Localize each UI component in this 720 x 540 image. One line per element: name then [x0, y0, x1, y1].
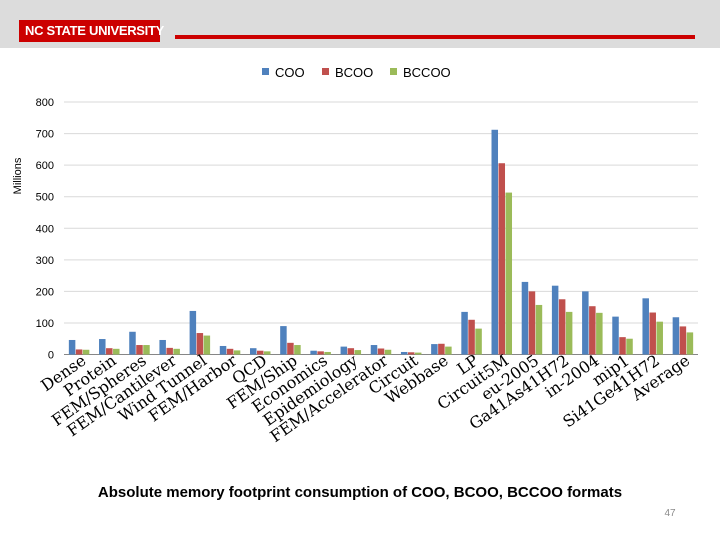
legend-label-coo: COO	[275, 65, 305, 80]
bar-coo	[672, 317, 680, 355]
bar-bccoo	[354, 350, 362, 355]
bar-bcoo	[619, 337, 626, 355]
bar-coo	[461, 311, 468, 355]
bar-bccoo	[294, 345, 301, 355]
bar-coo	[491, 129, 499, 355]
y-tick-label: 500	[36, 192, 54, 204]
bar-bccoo	[565, 311, 573, 355]
university-logo: NC STATE UNIVERSITY	[19, 20, 164, 42]
bar-bccoo	[596, 312, 603, 355]
bar-bcoo	[377, 348, 385, 355]
bar-bccoo	[143, 345, 150, 355]
bar-coo	[219, 345, 227, 355]
bar-coo	[68, 339, 76, 355]
bar-bcoo	[528, 291, 536, 355]
memory-footprint-chart: 0100200300400500600700800MillionsDensePr…	[12, 65, 698, 446]
bar-bcoo	[468, 319, 475, 355]
bar-coo	[582, 291, 589, 355]
bar-bccoo	[535, 304, 543, 355]
y-tick-label: 700	[36, 129, 54, 141]
bar-bcoo	[317, 351, 324, 355]
legend-swatch-coo	[262, 68, 269, 75]
bar-coo	[642, 298, 649, 355]
bar-coo	[129, 331, 136, 355]
chart-caption: Absolute memory footprint consumption of…	[97, 484, 623, 501]
y-tick-label: 100	[36, 318, 54, 330]
bar-bccoo	[113, 348, 120, 355]
legend-label-bccoo: BCCOO	[403, 65, 451, 80]
bar-bccoo	[445, 346, 452, 355]
bar-bccoo	[173, 348, 180, 355]
bar-bcoo	[256, 350, 264, 355]
bar-bccoo	[656, 321, 663, 355]
bar-coo	[612, 316, 619, 355]
bar-bccoo	[686, 332, 694, 355]
bar-bcoo	[407, 352, 415, 355]
legend-label-bcoo: BCOO	[335, 65, 373, 80]
bar-coo	[370, 345, 378, 355]
bar-coo	[99, 339, 106, 355]
bar-coo	[551, 285, 559, 355]
bar-bcoo	[438, 343, 445, 355]
bar-coo	[280, 326, 287, 355]
y-tick-label: 200	[36, 286, 54, 298]
page-number: 47	[664, 508, 676, 519]
y-tick-label: 400	[36, 223, 54, 235]
bar-coo	[310, 350, 317, 355]
logo-text: NC STATE UNIVERSITY	[25, 23, 164, 38]
legend-swatch-bcoo	[322, 68, 329, 75]
bar-bccoo	[203, 335, 211, 355]
bar-bcoo	[287, 342, 294, 355]
bar-bccoo	[82, 349, 90, 355]
bar-bcoo	[589, 306, 596, 355]
y-axis-title: Millions	[12, 157, 24, 194]
y-tick-label: 600	[36, 160, 54, 172]
bar-bccoo	[384, 349, 392, 355]
bar-bccoo	[475, 328, 482, 355]
bar-bccoo	[233, 350, 241, 355]
bar-bcoo	[75, 349, 83, 355]
bar-bcoo	[558, 299, 566, 355]
y-tick-label: 0	[48, 350, 54, 362]
bar-coo	[249, 348, 257, 355]
bar-coo	[189, 310, 197, 355]
bar-bccoo	[324, 351, 331, 355]
bar-bcoo	[226, 348, 234, 355]
bar-coo	[400, 351, 408, 355]
bar-bccoo	[505, 192, 513, 355]
bar-bccoo	[263, 351, 271, 355]
bar-bcoo	[136, 345, 143, 355]
bar-bcoo	[498, 163, 506, 355]
bar-bcoo	[166, 347, 173, 355]
y-tick-label: 300	[36, 255, 54, 267]
bar-coo	[431, 344, 438, 355]
bar-coo	[340, 346, 348, 355]
header-rule	[175, 35, 695, 39]
y-tick-label: 800	[36, 97, 54, 109]
bar-coo	[159, 339, 166, 355]
bar-bccoo	[414, 352, 422, 355]
bar-bcoo	[347, 348, 355, 355]
bar-bcoo	[649, 312, 656, 355]
bar-bcoo	[106, 348, 113, 355]
bar-coo	[521, 281, 529, 355]
legend-swatch-bccoo	[390, 68, 397, 75]
bar-bcoo	[679, 326, 687, 355]
bar-bcoo	[196, 333, 204, 355]
bar-bccoo	[626, 338, 633, 355]
